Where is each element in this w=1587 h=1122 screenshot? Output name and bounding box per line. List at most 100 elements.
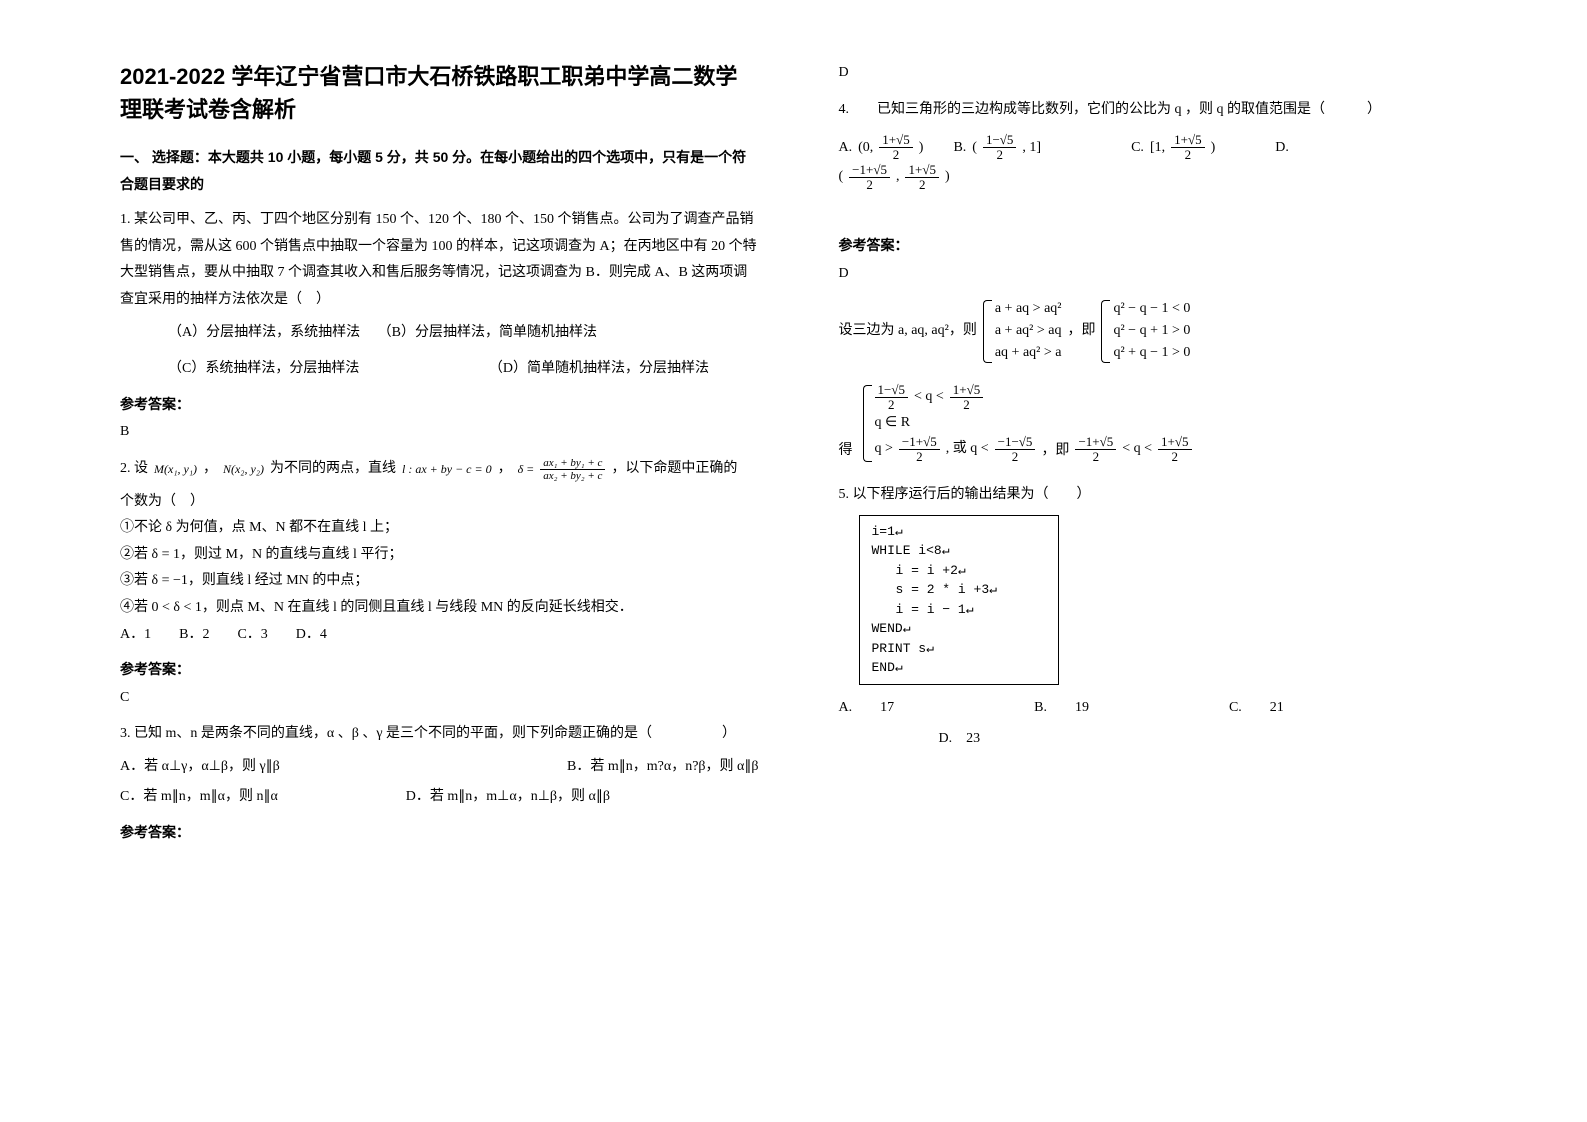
q4-a-frac: 1+√5 2: [879, 133, 912, 163]
q4-b3-den1a: 2: [875, 398, 908, 412]
q2-delta: δ =: [518, 458, 535, 481]
question-2: 2. 设 M(x₁, y₁) ， N(x₂, y₂) 为不同的两点，直线 l :…: [120, 456, 759, 483]
q2-lead2: 为不同的两点，直线: [270, 456, 396, 483]
q4-b3-frac3b: −1−√5 2: [995, 435, 1036, 465]
q4-b-label: B.: [953, 135, 966, 162]
code-l4: s = 2 * i +3↵: [872, 580, 1046, 600]
q4-r-den1: 2: [1075, 450, 1116, 464]
q2-lead4: 个数为（ ）: [120, 489, 759, 516]
q1-opt-b: （B）分层抽样法，简单随机抽样法: [378, 325, 597, 340]
q2-frac-den: ax₂ + by₂ + c: [540, 470, 605, 482]
q4-result: −1+√5 2 < q < 1+√5 2: [1075, 435, 1191, 465]
q4-d-num2: 1+√5: [905, 163, 938, 178]
q4-solution-line2: 得 1−√5 2 < q < 1+√5 2 q ∈ R q > −1+√5 2: [839, 383, 1478, 465]
q4-b3-frac3a: −1+√5 2: [899, 435, 940, 465]
q4-b1-l3: aq + aq² > a: [995, 342, 1062, 364]
q2-options: A．1 B．2 C．3 D．4: [120, 622, 759, 649]
q4-r-frac2: 1+√5 2: [1158, 435, 1191, 465]
q5-opt-a: A. 17: [839, 695, 895, 722]
code-l6: WEND↵: [872, 619, 1046, 639]
q4-sol-lead: 设三边为 a, aq, aq²，则: [839, 318, 977, 345]
q2-m: M(x₁, y₁): [154, 458, 197, 481]
q4-c-den: 2: [1171, 148, 1204, 162]
q2-stmt1: ①不论 δ 为何值，点 M、N 都不在直线 l 上；: [120, 515, 759, 542]
q4-options-row1: A. (0, 1+√5 2 ) B. ( 1−√5 2 , 1] C. [1, …: [839, 133, 1478, 163]
question-4: 4. 已知三角形的三边构成等比数列，它们的公比为 q ，则 q 的取值范围是（ …: [839, 97, 1478, 124]
q4-brace1: a + aq > aq² a + aq² > aq aq + aq² > a: [983, 298, 1062, 365]
q4-b3-den3a: 2: [899, 450, 940, 464]
q4-a-num: 1+√5: [879, 133, 912, 148]
q4-b3-l2: q ∈ R: [875, 412, 1036, 434]
q4-r-den2: 2: [1158, 450, 1191, 464]
question-3: 3. 已知 m、n 是两条不同的直线，α 、β 、γ 是三个不同的平面，则下列命…: [120, 721, 759, 748]
q3-row2: C．若 m∥n，m∥α，则 n∥α D．若 m∥n，m⊥α，n⊥β，则 α∥β: [120, 784, 759, 811]
q4-brace2: q² − q − 1 < 0 q² − q + 1 > 0 q² + q − 1…: [1101, 298, 1190, 365]
code-l8: END↵: [872, 658, 1046, 678]
code-l2: WHILE i<8↵: [872, 541, 1046, 561]
q2-stmt2: ②若 δ = 1，则过 M，N 的直线与直线 l 平行；: [120, 542, 759, 569]
q1-options-row1: （A）分层抽样法，系统抽样法 （B）分层抽样法，简单随机抽样法: [120, 320, 759, 347]
q4-d-num1: −1+√5: [849, 163, 890, 178]
q4-b3-den3b: 2: [995, 450, 1036, 464]
q4-b3-l3b: , 或 q <: [946, 438, 989, 460]
q4-d-frac1: −1+√5 2: [849, 163, 890, 193]
q2-stmt3: ③若 δ = −1，则直线 l 经过 MN 的中点；: [120, 568, 759, 595]
answer-label: 参考答案：: [839, 232, 1478, 259]
q4-b3-l3a: q >: [875, 438, 893, 460]
q1-opt-d: （D）简单随机抽样法，分层抽样法: [489, 361, 709, 376]
q4-b3-num1a: 1−√5: [875, 383, 908, 398]
section-heading: 一、 选择题：本大题共 10 小题，每小题 5 分，共 50 分。在每小题给出的…: [120, 144, 759, 197]
code-l7: PRINT s↵: [872, 639, 1046, 659]
q4-b3-num3b: −1−√5: [995, 435, 1036, 450]
code-l5: i = i − 1↵: [872, 600, 1046, 620]
q1-opt-c: （C）系统抽样法，分层抽样法: [168, 361, 359, 376]
q4-b3-l3: q > −1+√5 2 , 或 q < −1−√5 2: [875, 435, 1036, 465]
code-block: i=1↵ WHILE i<8↵ i = i +2↵ s = 2 * i +3↵ …: [859, 515, 1059, 685]
q4-c-num: 1+√5: [1171, 133, 1204, 148]
q4-b-frac: 1−√5 2: [983, 133, 1016, 163]
q4-d-den2: 2: [905, 178, 938, 192]
q4-r-num1: −1+√5: [1075, 435, 1116, 450]
q4-b3-num3a: −1+√5: [899, 435, 940, 450]
q2-line-eq: l : ax + by − c = 0: [402, 458, 492, 481]
q4-opt-a: A. (0, 1+√5 2 ): [839, 133, 924, 163]
q2-sep1: ，: [203, 456, 217, 483]
q4-r-num2: 1+√5: [1158, 435, 1191, 450]
q4-a-open: (0,: [858, 135, 873, 162]
q1-opt-a: （A）分层抽样法，系统抽样法: [168, 325, 360, 340]
q5-options-row1: A. 17 B. 19 C. 21: [839, 695, 1478, 722]
q4-opt-c: C. [1, 1+√5 2 ): [1131, 133, 1215, 163]
q5-opt-d: D. 23: [839, 726, 1478, 753]
q4-sol-mid: ，即: [1067, 318, 1095, 345]
q4-b2-l1: q² − q − 1 < 0: [1113, 298, 1190, 320]
q4-r-mid: < q <: [1122, 436, 1152, 463]
q4-a-label: A.: [839, 135, 853, 162]
q4-c-frac: 1+√5 2: [1171, 133, 1204, 163]
q4-b3-mid1: < q <: [914, 386, 944, 408]
q4-b-close: , 1]: [1022, 135, 1041, 162]
q2-delta-frac: ax₁ + by₁ + c ax₂ + by₂ + c: [540, 457, 605, 482]
q1-text: 1. 某公司甲、乙、丙、丁四个地区分别有 150 个、120 个、180 个、1…: [120, 212, 757, 307]
q2-n: N(x₂, y₂): [223, 458, 264, 481]
q4-b3-l1: 1−√5 2 < q < 1+√5 2: [875, 383, 1036, 413]
question-1: 1. 某公司甲、乙、丙、丁四个地区分别有 150 个、120 个、180 个、1…: [120, 207, 759, 313]
q2-stmt4: ④若 0 < δ < 1，则点 M、N 在直线 l 的同侧且直线 l 与线段 M…: [120, 595, 759, 622]
q2-lead3: ，以下命题中正确的: [611, 456, 737, 483]
q4-b1-l1: a + aq > aq²: [995, 298, 1062, 320]
q3-opt-d: D．若 m∥n，m⊥α，n⊥β，则 α∥β: [406, 784, 610, 811]
q4-b2-l3: q² + q − 1 > 0: [1113, 342, 1190, 364]
q4-b3-frac1a: 1−√5 2: [875, 383, 908, 413]
code-l3: i = i +2↵: [872, 561, 1046, 581]
q4-d-label: D.: [1275, 135, 1289, 162]
q3-row1: A．若 α⊥γ，α⊥β，则 γ∥β B．若 m∥n，m?α，n?β，则 α∥β: [120, 754, 759, 781]
q4-b3-den1b: 2: [950, 398, 983, 412]
q5-opt-b: B. 19: [1034, 695, 1089, 722]
answer-label: 参考答案：: [120, 391, 759, 418]
q3-answer: D: [839, 60, 1478, 87]
q4-opt-b: B. ( 1−√5 2 , 1]: [953, 133, 1041, 163]
q4-d-close: ): [945, 164, 950, 191]
q4-get: 得: [839, 438, 853, 465]
q4-d-den1: 2: [849, 178, 890, 192]
q2-lead1: 2. 设: [120, 456, 148, 483]
q4-a-close: ): [919, 135, 924, 162]
